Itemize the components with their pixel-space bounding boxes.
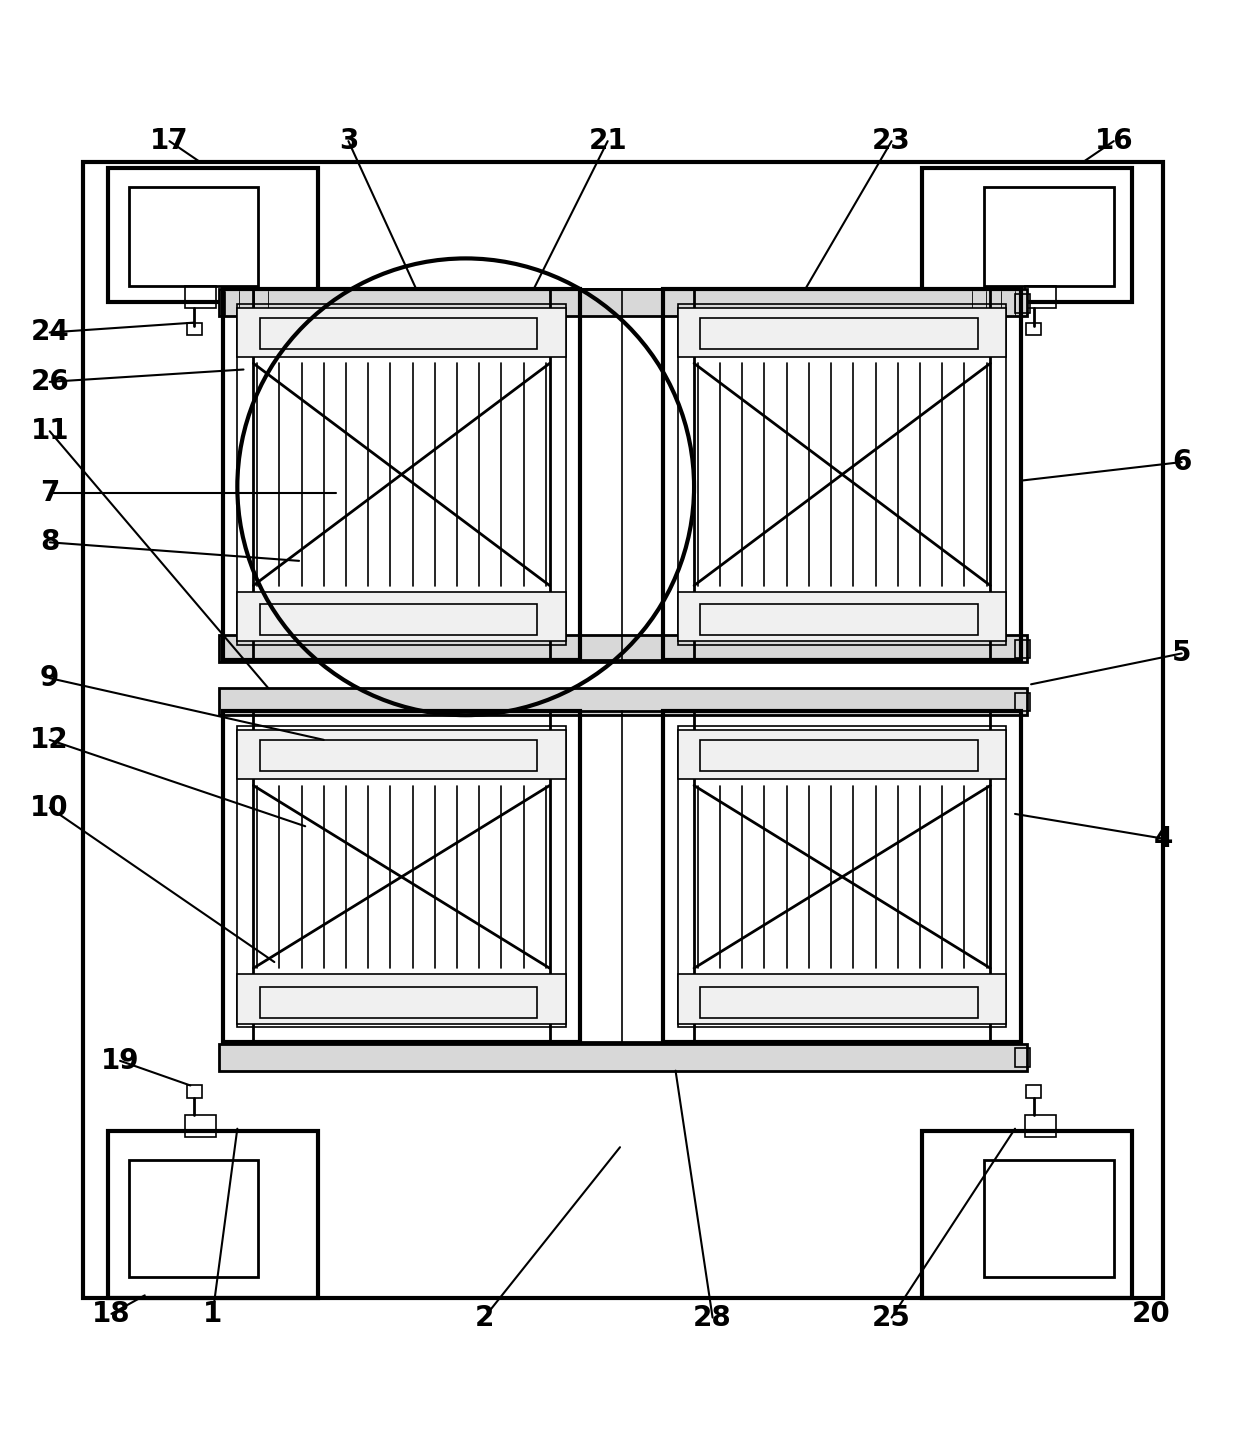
- Text: 10: 10: [30, 794, 69, 822]
- Bar: [678, 730, 1007, 780]
- Bar: [678, 308, 1007, 356]
- Bar: [1025, 285, 1055, 308]
- Bar: [83, 162, 1163, 1298]
- Text: 7: 7: [40, 479, 60, 506]
- Bar: [678, 726, 1007, 1027]
- Bar: [580, 711, 663, 1042]
- Bar: [237, 304, 565, 645]
- Bar: [985, 186, 1114, 285]
- Text: 23: 23: [872, 127, 911, 156]
- Bar: [259, 604, 537, 634]
- Bar: [1016, 294, 1030, 313]
- Bar: [580, 290, 663, 659]
- Bar: [108, 169, 317, 301]
- Bar: [663, 290, 1022, 659]
- Text: 19: 19: [100, 1046, 139, 1075]
- Bar: [129, 186, 258, 285]
- Bar: [701, 317, 978, 349]
- Text: 11: 11: [31, 418, 69, 445]
- Bar: [923, 1131, 1132, 1298]
- Bar: [237, 592, 565, 642]
- Bar: [218, 290, 1028, 316]
- Text: 5: 5: [1172, 639, 1192, 668]
- Bar: [218, 688, 1028, 716]
- Bar: [701, 986, 978, 1017]
- Bar: [237, 308, 565, 356]
- Bar: [1027, 323, 1040, 335]
- Bar: [218, 634, 1028, 662]
- Text: 4: 4: [1153, 825, 1173, 853]
- Bar: [222, 711, 580, 1042]
- Text: 24: 24: [30, 319, 69, 346]
- Text: 17: 17: [150, 127, 188, 156]
- Bar: [701, 604, 978, 634]
- Text: 8: 8: [40, 528, 60, 556]
- Bar: [985, 1160, 1114, 1277]
- Text: 25: 25: [872, 1304, 911, 1331]
- Bar: [259, 986, 537, 1017]
- Bar: [222, 290, 580, 659]
- Bar: [701, 739, 978, 771]
- Text: 20: 20: [1131, 1299, 1171, 1328]
- Text: 2: 2: [475, 1304, 494, 1331]
- Bar: [186, 1115, 216, 1138]
- Text: 1: 1: [203, 1299, 222, 1328]
- Text: 18: 18: [92, 1299, 130, 1328]
- Bar: [186, 285, 216, 308]
- Bar: [259, 317, 537, 349]
- Bar: [678, 304, 1007, 645]
- Bar: [1027, 1085, 1040, 1099]
- Bar: [237, 726, 565, 1027]
- Bar: [259, 739, 537, 771]
- Bar: [923, 169, 1132, 301]
- Text: 28: 28: [693, 1304, 732, 1331]
- Text: 3: 3: [339, 127, 358, 156]
- Text: 21: 21: [588, 127, 627, 156]
- Bar: [108, 1131, 317, 1298]
- Bar: [663, 711, 1022, 1042]
- Text: 16: 16: [1095, 127, 1133, 156]
- Bar: [1016, 693, 1030, 711]
- Bar: [187, 323, 202, 335]
- Bar: [1016, 1049, 1030, 1067]
- Bar: [678, 592, 1007, 642]
- Text: 9: 9: [40, 663, 60, 693]
- Text: 26: 26: [30, 368, 69, 396]
- Bar: [218, 1043, 1028, 1071]
- Bar: [129, 1160, 258, 1277]
- Text: 12: 12: [30, 726, 69, 754]
- Bar: [1025, 1115, 1055, 1138]
- Bar: [1016, 640, 1030, 658]
- Text: 6: 6: [1172, 448, 1192, 476]
- Bar: [187, 1085, 202, 1099]
- Bar: [237, 975, 565, 1024]
- Bar: [678, 975, 1007, 1024]
- Bar: [237, 730, 565, 780]
